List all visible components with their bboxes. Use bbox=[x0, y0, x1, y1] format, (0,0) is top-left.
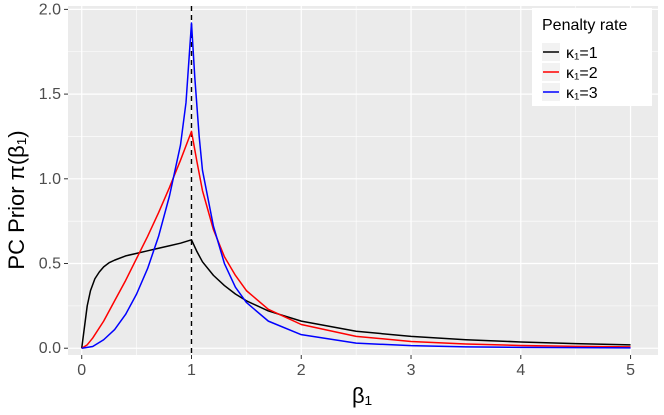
y-tick-label: 1.0 bbox=[39, 171, 61, 188]
y-tick-label: 1.5 bbox=[39, 86, 61, 103]
legend-label-2: κ₁=2 bbox=[566, 65, 598, 82]
x-axis-title: β₁ bbox=[352, 383, 372, 408]
series-line-3 bbox=[81, 22, 631, 349]
legend-label-3: κ₁=3 bbox=[566, 85, 598, 102]
series-line-2 bbox=[81, 130, 631, 349]
x-tick-label: 0 bbox=[77, 362, 86, 379]
y-axis-title: PC Prior π(β₁) bbox=[4, 130, 29, 269]
legend-title: Penalty rate bbox=[542, 17, 627, 34]
x-tick-label: 5 bbox=[626, 362, 635, 379]
series-line-1 bbox=[80, 239, 631, 349]
x-tick-label: 2 bbox=[297, 362, 306, 379]
y-tick-label: 2.0 bbox=[39, 1, 61, 18]
x-tick-label: 4 bbox=[516, 362, 525, 379]
x-tick-label: 1 bbox=[187, 362, 196, 379]
y-tick-label: 0.0 bbox=[39, 340, 61, 357]
legend-label-1: κ₁=1 bbox=[566, 45, 598, 62]
x-tick-label: 3 bbox=[407, 362, 416, 379]
y-tick-label: 0.5 bbox=[39, 256, 61, 273]
